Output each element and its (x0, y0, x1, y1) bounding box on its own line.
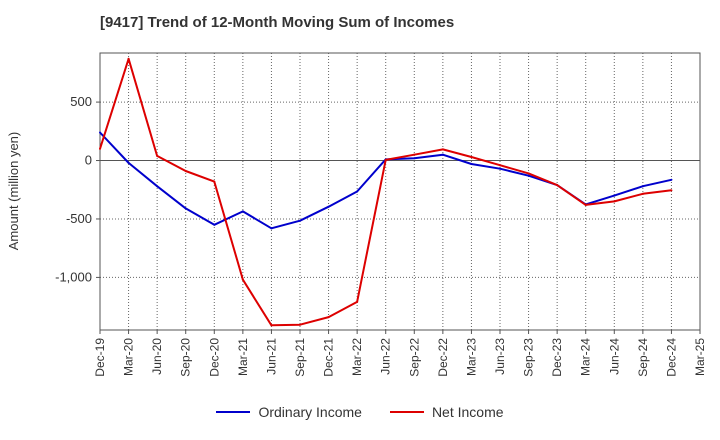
data-point-net-income (184, 170, 187, 173)
y-axis-ticks: 500 0 -500 -1,000 (55, 94, 100, 284)
x-tick-label: Jun-23 (493, 338, 507, 375)
data-point-net-income (241, 278, 244, 281)
data-point-net-income (613, 200, 616, 203)
data-point-net-income (127, 57, 130, 60)
data-point-net-income (670, 189, 673, 192)
legend-label: Ordinary Income (258, 404, 362, 420)
x-tick-label: Jun-20 (150, 338, 164, 375)
data-point-ordinary-income (356, 190, 359, 193)
data-point-net-income (384, 158, 387, 161)
data-point-ordinary-income (270, 227, 273, 230)
x-tick-label: Sep-24 (636, 338, 650, 377)
data-point-ordinary-income (213, 223, 216, 226)
x-tick-label: Sep-21 (293, 338, 307, 377)
data-point-net-income (99, 147, 101, 150)
data-point-ordinary-income (241, 210, 244, 213)
data-point-net-income (356, 300, 359, 303)
data-point-ordinary-income (470, 163, 473, 166)
x-tick-label: Jun-21 (264, 338, 278, 375)
data-point-ordinary-income (99, 131, 101, 134)
data-point-ordinary-income (184, 207, 187, 210)
data-point-net-income (327, 316, 330, 319)
data-point-net-income (156, 154, 159, 157)
x-tick-label: Dec-21 (322, 338, 336, 377)
series-lines (99, 57, 673, 327)
legend-swatch (389, 411, 424, 413)
data-point-net-income (270, 324, 273, 327)
data-point-ordinary-income (641, 185, 644, 188)
x-axis-ticks: Dec-19 Mar-20 Jun-20 Sep-20 Dec-20 Mar-21 Jun-… (93, 330, 707, 377)
data-point-net-income (299, 323, 301, 326)
x-tick-label: Mar-23 (464, 338, 478, 376)
data-point-net-income (527, 172, 530, 175)
x-tick-label: Dec-23 (550, 338, 564, 377)
plot-area-frame (99, 52, 701, 331)
y-axis-label: Amount (million yen) (6, 132, 21, 251)
data-point-ordinary-income (327, 205, 330, 208)
data-point-net-income (441, 148, 444, 151)
x-tick-label: Mar-21 (236, 338, 250, 376)
data-point-net-income (413, 153, 416, 156)
legend-label: Net Income (431, 404, 504, 420)
data-point-ordinary-income (670, 178, 673, 181)
x-tick-label: Mar-22 (350, 338, 364, 376)
data-point-ordinary-income (613, 194, 616, 197)
grid-lines (100, 53, 700, 330)
data-point-ordinary-income (499, 167, 501, 170)
x-tick-label: Dec-22 (436, 338, 450, 377)
data-point-ordinary-income (156, 185, 159, 188)
legend: Ordinary Income Net Income (0, 404, 720, 420)
legend-item: Ordinary Income (216, 404, 362, 420)
x-tick-label: Sep-23 (522, 338, 536, 377)
data-point-net-income (213, 180, 216, 183)
data-point-net-income (470, 156, 473, 159)
legend-item: Net Income (389, 404, 504, 420)
data-point-net-income (556, 184, 559, 187)
data-point-ordinary-income (413, 157, 416, 160)
x-tick-label: Jun-22 (379, 338, 393, 375)
x-tick-label: Sep-22 (407, 338, 421, 377)
chart-title: [9417] Trend of 12-Month Moving Sum of I… (100, 14, 455, 31)
y-tick-label: 0 (85, 153, 92, 168)
data-point-ordinary-income (299, 219, 301, 222)
data-point-ordinary-income (441, 153, 444, 156)
x-tick-label: Dec-19 (93, 338, 107, 377)
y-tick-label: -1,000 (55, 269, 92, 284)
x-tick-label: Jun-24 (607, 338, 621, 375)
x-tick-label: Sep-20 (179, 338, 193, 377)
x-tick-label: Dec-20 (207, 338, 221, 377)
data-point-net-income (641, 192, 644, 195)
data-point-net-income (584, 203, 587, 206)
y-tick-label: -500 (66, 211, 92, 226)
x-tick-label: Mar-20 (122, 338, 136, 376)
x-tick-label: Dec-24 (664, 338, 678, 377)
x-tick-label: Mar-24 (579, 338, 593, 376)
data-point-ordinary-income (127, 161, 130, 164)
data-point-ordinary-income (527, 174, 530, 177)
legend-swatch (216, 411, 251, 413)
x-tick-label: Mar-25 (693, 338, 707, 376)
y-tick-label: 500 (70, 94, 92, 109)
data-point-net-income (499, 164, 501, 167)
